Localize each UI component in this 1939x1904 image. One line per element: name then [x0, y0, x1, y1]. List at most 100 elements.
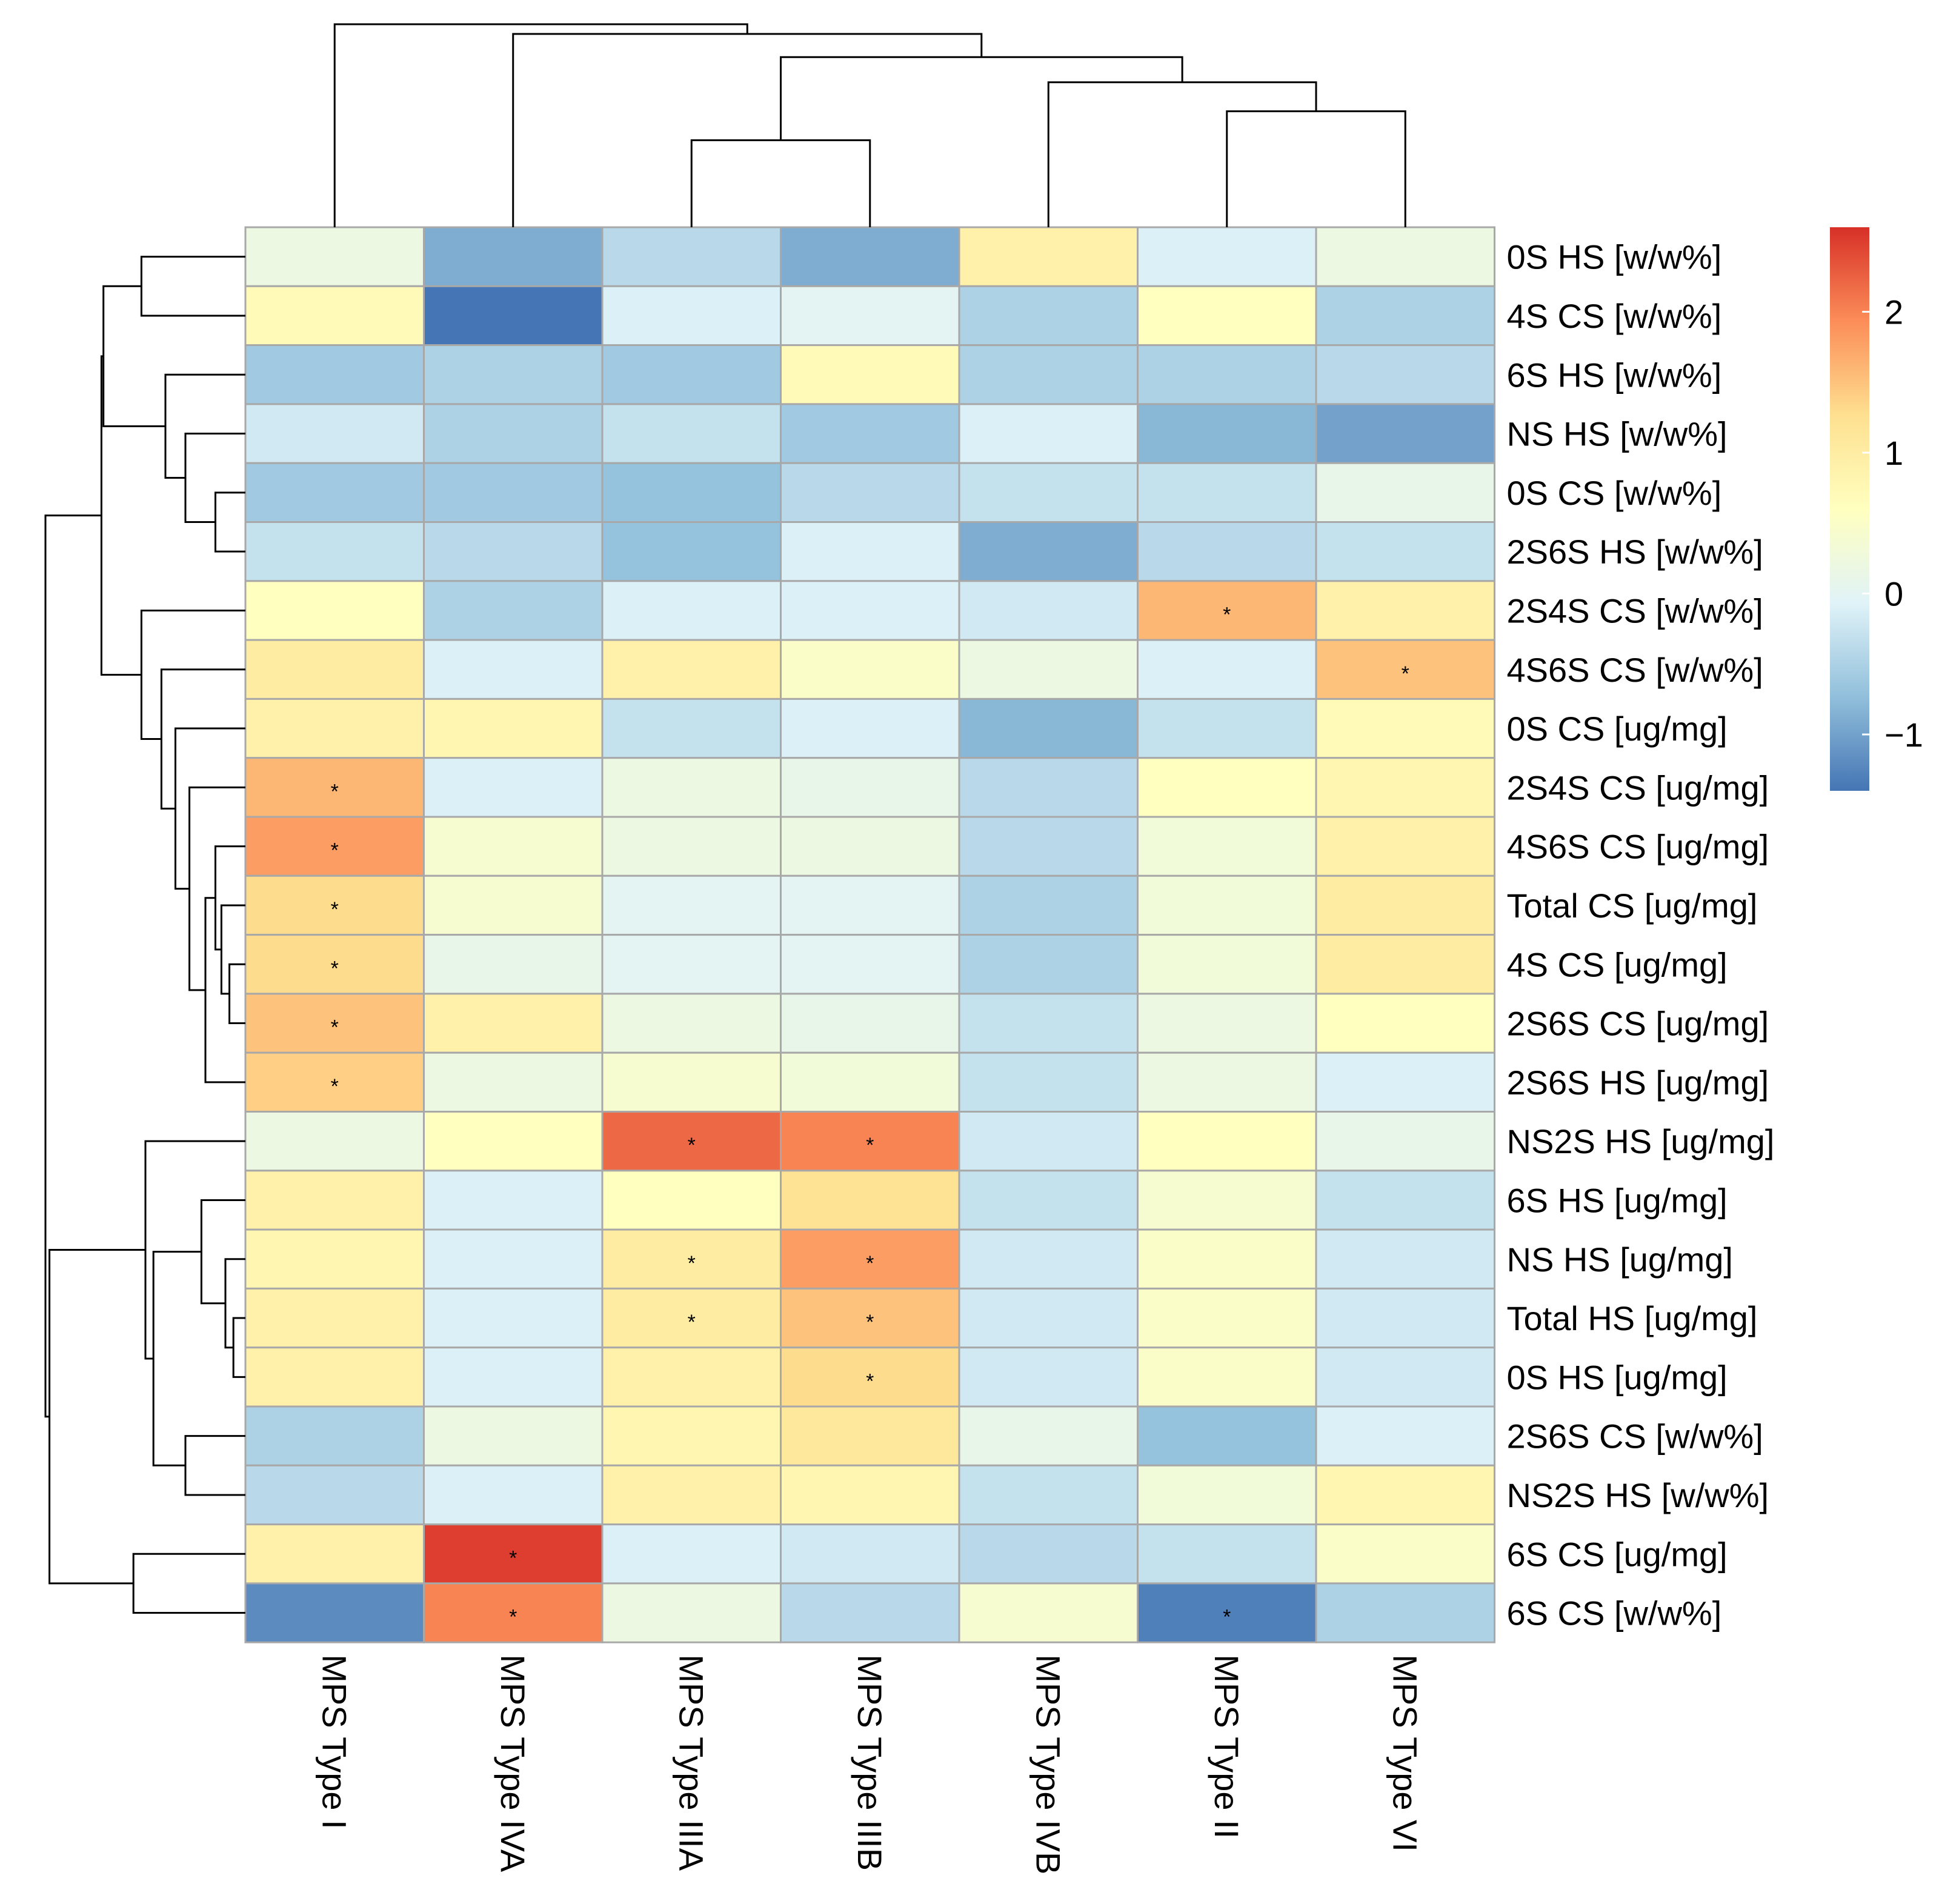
- row-label: 4S CS [ug/mg]: [1507, 945, 1728, 984]
- heatmap-cell: [1315, 1111, 1495, 1172]
- heatmap-cell: [958, 580, 1139, 641]
- colorbar-legend: −1 0 1 2: [1830, 227, 1923, 791]
- row-label: 0S CS [w/w%]: [1507, 474, 1722, 512]
- heatmap-cell: [601, 1170, 782, 1231]
- significance-markers: * * * * * * * * * * * * * * * * * *: [331, 603, 1409, 1628]
- heatmap-cell: [1315, 1287, 1495, 1349]
- row-label: 2S4S CS [ug/mg]: [1507, 768, 1769, 807]
- column-label: MPS Type IIIB: [851, 1654, 889, 1871]
- heatmap-cell: [958, 226, 1139, 287]
- heatmap-cell: [244, 639, 425, 700]
- heatmap-cell: [601, 816, 782, 877]
- heatmap-cell: [1315, 285, 1495, 347]
- heatmap-cell: [780, 1287, 960, 1349]
- heatmap-cell: [423, 1346, 604, 1408]
- significance-star: *: [509, 1546, 517, 1569]
- heatmap-cell: [601, 226, 782, 287]
- heatmap-cell: [244, 462, 425, 524]
- heatmap-cell: [1315, 934, 1495, 995]
- row-label: 6S CS [w/w%]: [1507, 1594, 1722, 1633]
- heatmap-cell: [958, 1582, 1139, 1643]
- heatmap-cell: [780, 1051, 960, 1113]
- row-label: 0S CS [ug/mg]: [1507, 710, 1728, 748]
- heatmap-cell: [423, 816, 604, 877]
- row-label: 0S HS [ug/mg]: [1507, 1358, 1728, 1396]
- colorbar-tick-label: 2: [1884, 293, 1903, 331]
- heatmap-cell: [244, 344, 425, 405]
- heatmap-cell: [1137, 993, 1317, 1054]
- heatmap-cell: [423, 1523, 604, 1585]
- heatmap-cell: [423, 344, 604, 405]
- row-dendrogram-link: [44, 514, 102, 1418]
- heatmap-cell: [244, 1228, 425, 1290]
- heatmap-cell: [1137, 1287, 1317, 1349]
- heatmap-cell: [780, 697, 960, 759]
- heatmap-cell: [958, 1228, 1139, 1290]
- heatmap-cell: [1315, 639, 1495, 700]
- heatmap-cell: [244, 1170, 425, 1231]
- heatmap-cell: [244, 1405, 425, 1466]
- heatmap-cell: [423, 521, 604, 582]
- column-dendrogram-link: [512, 33, 983, 227]
- heatmap-cell: [1137, 697, 1317, 759]
- heatmap-cell: [1137, 1170, 1317, 1231]
- heatmap-cell: [1315, 226, 1495, 287]
- heatmap-cell: [601, 1464, 782, 1526]
- colorbar-gradient: [1830, 227, 1869, 791]
- heatmap-cell: [780, 226, 960, 287]
- heatmap-cell: [780, 580, 960, 641]
- significance-star: *: [866, 1370, 874, 1393]
- heatmap-cell: [423, 1170, 604, 1231]
- row-label: 0S HS [w/w%]: [1507, 238, 1722, 276]
- significance-star: *: [1223, 1606, 1231, 1629]
- heatmap-cell: [244, 403, 425, 464]
- heatmap-cell: [958, 816, 1139, 877]
- significance-star: *: [1402, 662, 1409, 685]
- heatmap-cell: [1315, 521, 1495, 582]
- heatmap-cell: [958, 403, 1139, 464]
- significance-star: *: [331, 780, 339, 803]
- heatmap-cell: [1137, 1346, 1317, 1408]
- significance-star: *: [688, 1134, 696, 1157]
- heatmap-cell: [780, 521, 960, 582]
- heatmap-cell: [1315, 1170, 1495, 1231]
- heatmap-cell: [244, 1523, 425, 1585]
- heatmap-cell: [958, 697, 1139, 759]
- heatmap-cell: [601, 285, 782, 347]
- heatmap-cell: [601, 580, 782, 641]
- heatmap-cell: [1137, 757, 1317, 818]
- column-dendrogram-link: [690, 139, 871, 227]
- heatmap-cell: [958, 1287, 1139, 1349]
- heatmap-cell: [780, 462, 960, 524]
- row-label: 2S6S HS [w/w%]: [1507, 533, 1763, 571]
- significance-star: *: [331, 839, 339, 862]
- heatmap-cell: [423, 639, 604, 700]
- heatmap-cell: [780, 639, 960, 700]
- heatmap-cell: [1137, 285, 1317, 347]
- column-label: MPS Type IIIA: [672, 1654, 710, 1871]
- heatmap-cell: [780, 344, 960, 405]
- significance-star: *: [866, 1252, 874, 1275]
- heatmap-cell: [423, 1405, 604, 1466]
- heatmap-cell: [601, 403, 782, 464]
- heatmap-cell: [1315, 1405, 1495, 1466]
- column-label: MPS Type I: [315, 1654, 353, 1829]
- significance-star: *: [688, 1252, 696, 1275]
- heatmap-cell: [958, 639, 1139, 700]
- heatmap-cell: [601, 1582, 782, 1643]
- heatmap-cell: [958, 1405, 1139, 1466]
- significance-star: *: [1223, 603, 1231, 626]
- significance-star: *: [331, 957, 339, 980]
- heatmap-cell: [244, 226, 425, 287]
- significance-star: *: [331, 1016, 339, 1039]
- heatmap-cell: [958, 993, 1139, 1054]
- heatmap-cell: [1137, 462, 1317, 524]
- heatmap-cell: [601, 462, 782, 524]
- row-labels: 0S HS [w/w%] 4S CS [w/w%] 6S HS [w/w%] NS H…: [1507, 238, 1775, 1633]
- column-label: MPS Type VI: [1386, 1654, 1424, 1852]
- heatmap-cell: [423, 874, 604, 936]
- heatmap-cell: [1137, 1464, 1317, 1526]
- heatmap-cell: [244, 1346, 425, 1408]
- heatmap-cell: [780, 1405, 960, 1466]
